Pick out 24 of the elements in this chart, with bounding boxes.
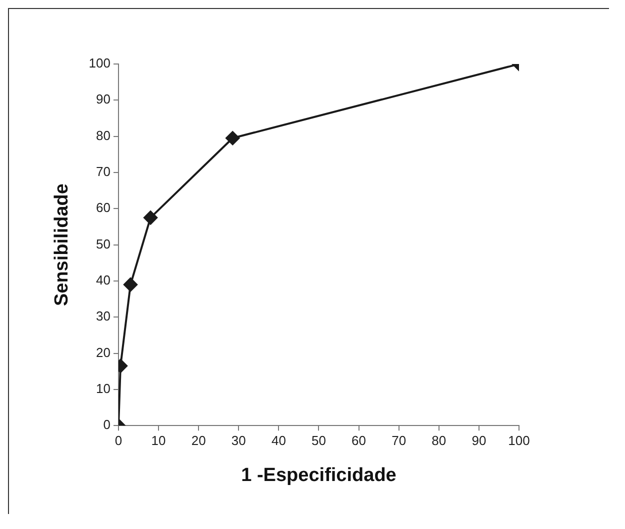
y-tick-label: 10 (96, 381, 110, 396)
x-tick-label: 80 (432, 432, 446, 448)
x-tick-label: 40 (271, 432, 286, 448)
x-tick-label: 50 (312, 432, 326, 448)
x-tick-label: 10 (151, 432, 166, 448)
y-tick-label: 100 (88, 56, 110, 71)
y-tick-label: 70 (96, 164, 110, 180)
x-tick-label: 60 (352, 432, 366, 448)
x-tick-label: 70 (392, 432, 406, 448)
x-tick-label: 90 (472, 432, 486, 448)
x-tick-label: 20 (191, 432, 206, 448)
x-tick-label: 100 (508, 432, 530, 448)
y-tick-label: 20 (96, 344, 110, 360)
x-tick-label: 0 (114, 432, 122, 448)
y-tick-label: 60 (96, 200, 110, 216)
y-tick-label: 30 (96, 308, 110, 324)
x-tick-label: 30 (231, 432, 246, 448)
y-tick-label: 80 (96, 128, 110, 143)
y-tick-label: 0 (103, 417, 110, 432)
x-axis-title: 1 -Especificidade (241, 464, 396, 486)
y-tick-label: 90 (96, 92, 110, 107)
y-tick-label: 40 (96, 272, 110, 288)
y-axis-title: Sensibilidade (52, 184, 73, 306)
y-tick-label: 50 (96, 236, 110, 252)
